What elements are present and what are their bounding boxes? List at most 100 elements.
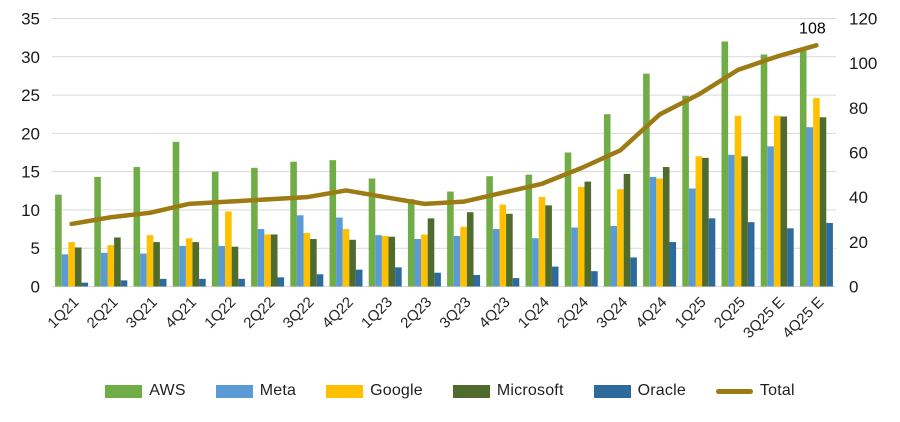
- legend-item-google: Google: [326, 382, 423, 400]
- bar-aws-4q23: [486, 176, 493, 287]
- legend-label-microsoft: Microsoft: [496, 382, 564, 399]
- bar-oracle-1q22: [238, 278, 245, 287]
- bar-aws-4q25-e: [799, 50, 807, 287]
- bar-meta-3q25-e: [767, 146, 774, 287]
- left-axis-tick-25: 25: [21, 86, 40, 105]
- bar-google-4q24: [656, 178, 663, 287]
- bar-google-1q24: [538, 196, 546, 287]
- legend-swatch-google: [326, 384, 364, 398]
- bar-microsoft-3q24: [623, 173, 631, 287]
- bar-oracle-2q25: [747, 222, 755, 287]
- bar-google-3q25-e: [773, 115, 781, 287]
- bar-meta-2q25: [728, 154, 735, 287]
- bar-microsoft-4q22: [349, 239, 356, 287]
- bar-microsoft-4q21: [192, 242, 200, 287]
- left-axis-tick-0: 0: [31, 278, 40, 297]
- bar-google-4q22: [342, 229, 350, 287]
- bar-aws-2q21: [94, 177, 101, 287]
- bar-oracle-4q21: [199, 278, 206, 287]
- bar-microsoft-2q24: [584, 181, 592, 287]
- bar-google-3q24: [617, 189, 624, 287]
- x-label-1q22: 1Q22: [201, 294, 239, 332]
- bar-aws-2q25: [721, 41, 729, 287]
- bar-microsoft-3q21: [153, 242, 160, 287]
- bar-meta-1q24: [532, 238, 539, 287]
- legend-label-google: Google: [370, 382, 423, 399]
- bar-meta-2q21: [100, 252, 108, 287]
- left-axis-tick-35: 35: [21, 10, 40, 29]
- bar-oracle-2q23: [434, 272, 441, 287]
- bar-aws-3q23: [447, 191, 454, 287]
- bar-google-2q24: [577, 186, 585, 287]
- x-label-3q23: 3Q23: [436, 294, 474, 332]
- bar-meta-3q21: [140, 253, 147, 287]
- bar-oracle-3q21: [159, 278, 167, 287]
- bar-oracle-3q22: [316, 274, 324, 287]
- bar-microsoft-4q23: [506, 213, 513, 287]
- legend-item-meta: Meta: [215, 382, 296, 400]
- x-label-4q23: 4Q23: [476, 294, 514, 332]
- bar-meta-3q23: [453, 235, 461, 287]
- bar-meta-1q22: [218, 245, 226, 287]
- x-label-3q25-e: 3Q25 E: [740, 294, 788, 342]
- bar-aws-1q25: [682, 95, 689, 287]
- legend-label-aws: AWS: [149, 382, 186, 399]
- bar-microsoft-4q24: [662, 167, 670, 287]
- right-axis-tick-120: 120: [849, 10, 877, 29]
- bar-aws-4q22: [329, 160, 337, 287]
- bar-microsoft-1q24: [545, 205, 552, 287]
- legend-item-oracle: Oracle: [593, 382, 686, 400]
- bar-aws-2q23: [407, 199, 415, 287]
- bar-microsoft-4q25-e: [819, 117, 827, 287]
- bar-microsoft-2q23: [427, 218, 435, 287]
- bar-oracle-4q25-e: [826, 222, 833, 287]
- left-axis-tick-15: 15: [21, 163, 40, 182]
- bar-google-1q23: [381, 235, 389, 287]
- bar-meta-4q24: [649, 177, 657, 287]
- bar-aws-1q24: [525, 174, 533, 287]
- bar-aws-3q24: [603, 114, 611, 287]
- bar-oracle-4q24: [669, 242, 677, 287]
- bar-meta-4q22: [336, 217, 343, 287]
- legend-swatch-meta: [215, 384, 253, 398]
- x-label-3q21: 3Q21: [123, 294, 161, 332]
- legend-swatch-microsoft: [452, 384, 490, 398]
- bar-google-2q23: [421, 234, 428, 287]
- bar-meta-3q22: [296, 215, 304, 287]
- left-axis-tick-5: 5: [31, 239, 40, 258]
- bar-google-3q23: [460, 226, 467, 287]
- x-label-2q24: 2Q24: [554, 294, 592, 332]
- bar-meta-1q21: [61, 254, 69, 287]
- x-label-1q25: 1Q25: [672, 294, 710, 332]
- bar-microsoft-1q21: [74, 247, 82, 287]
- chart-legend: AWS Meta Google Microsoft Oracle Total: [0, 376, 900, 406]
- x-label-4q21: 4Q21: [162, 294, 200, 332]
- bar-google-1q22: [225, 211, 232, 287]
- right-axis-tick-0: 0: [849, 278, 858, 297]
- x-label-2q23: 2Q23: [397, 294, 435, 332]
- bar-meta-1q25: [688, 188, 696, 287]
- bar-aws-1q23: [368, 178, 376, 287]
- total-line: [69, 43, 819, 227]
- x-label-2q22: 2Q22: [240, 294, 278, 332]
- right-axis-tick-40: 40: [849, 188, 868, 207]
- x-label-3q24: 3Q24: [593, 294, 631, 332]
- bar-meta-2q24: [571, 227, 578, 287]
- x-label-1q21: 1Q21: [44, 294, 82, 332]
- x-label-3q22: 3Q22: [280, 294, 318, 332]
- bar-oracle-3q23: [473, 275, 481, 287]
- legend-swatch-total: [715, 388, 753, 394]
- bar-google-4q21: [185, 238, 193, 287]
- bar-oracle-4q23: [512, 278, 520, 287]
- bar-meta-4q23: [492, 229, 500, 287]
- x-label-2q21: 2Q21: [84, 294, 122, 332]
- bar-oracle-2q24: [591, 271, 598, 287]
- bar-aws-4q21: [172, 141, 180, 287]
- bar-oracle-4q22: [355, 269, 363, 287]
- bar-oracle-3q25-e: [787, 228, 794, 287]
- right-axis-tick-100: 100: [849, 54, 877, 73]
- legend-item-aws: AWS: [105, 382, 186, 400]
- legend-label-oracle: Oracle: [637, 382, 686, 399]
- bar-google-4q25-e: [813, 98, 820, 287]
- bar-google-1q21: [68, 242, 75, 287]
